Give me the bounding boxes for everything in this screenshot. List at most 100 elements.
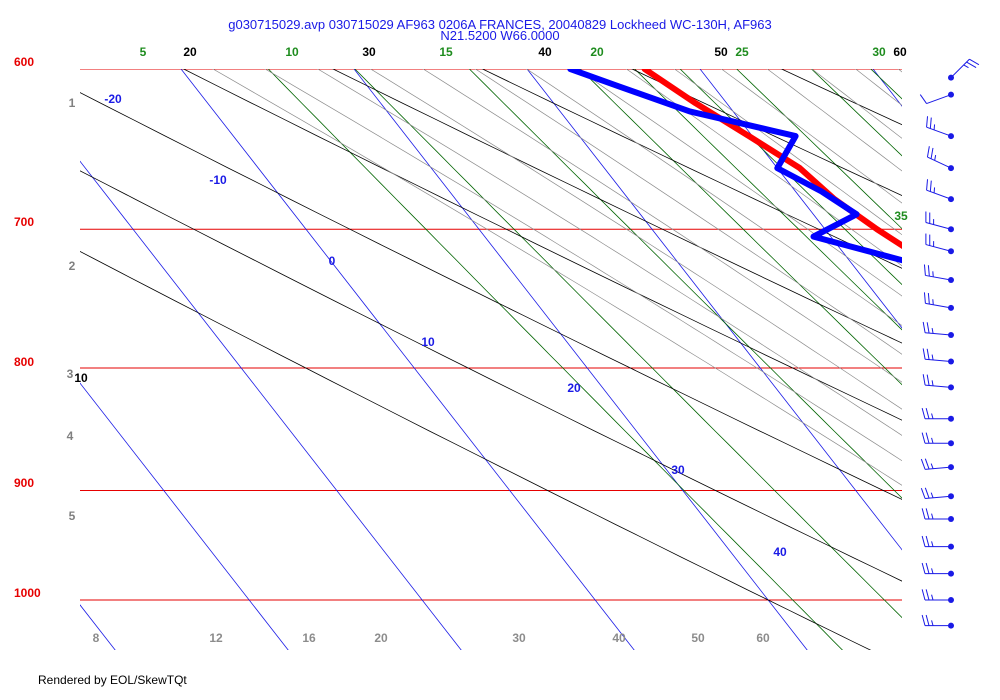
isobar-label: 700 [14, 215, 34, 229]
wind-barb-flag [926, 374, 930, 386]
wind-barb-shaft [925, 332, 952, 336]
isotherm-line [80, 382, 289, 650]
dry-adiabat-label: 20 [183, 45, 197, 59]
wind-barb [921, 408, 954, 422]
dry-adiabat-line [80, 92, 902, 500]
moist-adiabat-line [474, 69, 902, 355]
wind-barb-half-flag [931, 327, 934, 334]
wind-barb [921, 589, 954, 603]
mixing-ratio-line [468, 69, 902, 499]
wind-barb [925, 233, 954, 255]
wind-barb-flag [920, 458, 926, 470]
wind-barb-half-flag [931, 380, 934, 386]
dry-adiabat-line [80, 170, 902, 582]
isotherm-line [353, 69, 808, 650]
moist-adiabat-label: 12 [209, 631, 223, 645]
dry-adiabat-line [182, 69, 902, 421]
wind-barb [920, 487, 954, 500]
dry-adiabat-line [481, 69, 902, 269]
wind-barb-flag [919, 94, 927, 104]
isotherm-line [80, 604, 116, 650]
mixing-ratio-line [980, 52, 1000, 651]
isotherm-line [526, 69, 902, 551]
dry-adiabat-line [332, 69, 902, 344]
wind-barb-shaft [925, 302, 952, 309]
wind-barb-flag [969, 58, 980, 66]
mixing-ratio-label: 15 [439, 45, 453, 59]
wind-barb-half-flag [931, 437, 934, 444]
wind-barb [921, 432, 954, 447]
height-label: 3 [67, 367, 74, 381]
wind-barb-flag [929, 117, 932, 129]
isotherm-label: 20 [567, 381, 581, 395]
footer-credit: Rendered by EOL/SkewTQt [38, 673, 187, 687]
dry-adiabat-label: 60 [893, 45, 907, 59]
moist-adiabat-label: 8 [93, 631, 100, 645]
wind-barb-shaft [925, 222, 952, 230]
wind-barb [923, 264, 954, 283]
moist-adiabat-line [766, 69, 902, 172]
wind-barb-flag [924, 487, 930, 499]
wind-barb-half-flag [931, 620, 934, 626]
dry-adiabat-line [631, 69, 902, 197]
wind-barb-flag [922, 348, 926, 360]
wind-barb-flag [921, 589, 926, 601]
isotherm-label: 40 [773, 545, 787, 559]
wind-barb-flag [923, 264, 926, 276]
isobar-label: 600 [14, 55, 34, 69]
mixing-ratio-line [902, 52, 1000, 651]
wind-barb-flag [922, 321, 926, 333]
wind-barb-half-flag [931, 594, 934, 601]
wind-barb-flag [927, 265, 930, 277]
wind-barb-flag [926, 116, 929, 128]
wind-barb-flag [929, 180, 932, 192]
wind-barb [926, 146, 954, 172]
wind-barb [921, 508, 954, 522]
dry-adiabat-label: 10 [74, 371, 88, 385]
moist-adiabat-line [422, 69, 902, 383]
wind-barb-flag [925, 408, 930, 419]
wind-barb-flag [921, 562, 926, 574]
isotherm-line [872, 69, 902, 107]
wind-barb [922, 321, 954, 339]
moist-adiabat-line [212, 69, 902, 486]
dry-adiabat-line [780, 69, 902, 126]
mixing-ratio-line [579, 69, 902, 386]
mixing-ratio-label: 35 [894, 209, 908, 223]
axis-labels: 600 700 800 900 1000 -20 -10 0 10 20 30 40 20 30 40 50 6… [14, 45, 908, 645]
wind-barb-shaft [926, 94, 952, 105]
wind-barb-half-flag [931, 413, 934, 419]
mixing-ratio-line [810, 69, 902, 157]
mixing-ratio-line [354, 69, 902, 619]
wind-barb-flag [927, 293, 930, 305]
wind-barb [923, 292, 954, 311]
wind-barb [919, 91, 954, 105]
moist-adiabat-line [673, 69, 902, 236]
wind-barb-shaft [925, 358, 952, 363]
wind-barb [926, 116, 954, 140]
mixing-ratio-line [944, 52, 1000, 651]
isotherm-label: 10 [421, 335, 435, 349]
moist-adiabat-label: 16 [302, 631, 316, 645]
wind-barb-flag [925, 535, 930, 547]
moist-adiabat-label: 20 [374, 631, 388, 645]
dry-adiabat-label: 50 [714, 45, 728, 59]
mixing-ratio-line [267, 69, 843, 650]
wind-barb-flag [921, 508, 926, 520]
height-label: 1 [69, 96, 76, 110]
mixing-ratio-label: 20 [590, 45, 604, 59]
wind-barb-shaft [927, 156, 952, 169]
wind-barb-flag [925, 432, 930, 444]
wind-barb-flag [924, 458, 930, 470]
mixing-ratio-line [634, 69, 902, 331]
chart-title: g030715029.avp 030715029 AF963 0206A FRA… [228, 17, 772, 32]
wind-barb-half-flag [930, 463, 934, 469]
wind-barb-flag [921, 432, 926, 444]
isobar-label: 900 [14, 476, 34, 490]
moist-adiabat-line [526, 69, 902, 326]
moist-adiabat-line [897, 69, 902, 73]
mixing-ratio-label: 30 [872, 45, 886, 59]
wind-barb-flag [925, 562, 930, 574]
mixing-ratio-line [679, 69, 902, 286]
wind-barb-flag [920, 487, 926, 499]
